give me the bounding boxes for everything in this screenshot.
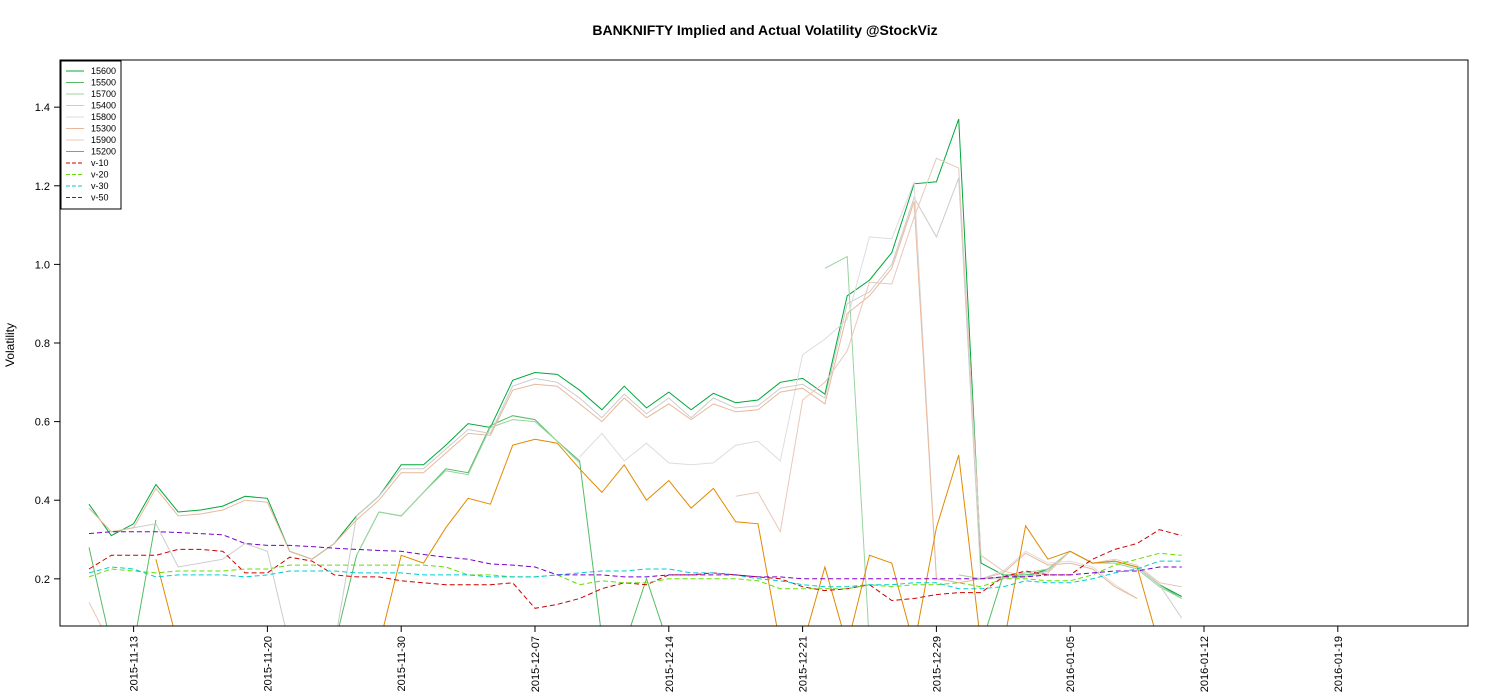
x-tick-label: 2015-12-07: [530, 636, 542, 692]
x-axis: 2015-11-13 2015-11-20 2015-11-30 2015-12-07…: [129, 626, 1345, 692]
y-tick-label: 0.6: [35, 417, 50, 429]
legend-label: 15800: [91, 112, 116, 122]
x-tick-label: 2015-12-29: [931, 636, 943, 692]
series-line-15200: [155, 559, 174, 626]
x-tick-label: 2016-01-19: [1333, 636, 1345, 692]
x-tick-label: 2016-01-05: [1065, 636, 1077, 692]
chart-title: BANKNIFTY Implied and Actual Volatility …: [592, 22, 938, 38]
series-15300: [88, 201, 1138, 599]
series-15800: [579, 181, 1138, 599]
x-tick-label: 2015-11-13: [129, 636, 141, 691]
y-tick-label: 1.4: [35, 102, 50, 114]
series-line-v-10: [88, 529, 1182, 609]
series-line-15200: [383, 438, 1155, 626]
legend-box: [60, 60, 122, 210]
x-tick-label: 2015-12-14: [664, 636, 676, 692]
series-line-15900: [735, 157, 1182, 588]
series-15600: [88, 118, 1182, 597]
series-15200: [155, 438, 1155, 626]
x-tick-label: 2015-11-20: [262, 636, 274, 691]
series-v-30: [88, 560, 1182, 590]
series-15400: [88, 177, 1183, 626]
series-line-v-20: [88, 552, 1182, 590]
legend-label: v-50: [91, 193, 109, 203]
x-tick-label: 2015-11-30: [396, 636, 408, 691]
series-v-10: [88, 529, 1182, 609]
series-v-50: [88, 531, 1182, 580]
series-line-15800: [579, 181, 1138, 599]
series-line-15400: [88, 177, 1183, 626]
series-line-15700: [356, 419, 580, 556]
legend-label: 15300: [91, 124, 116, 134]
y-axis: 0.2 0.4 0.6 0.8 1.0 1.2 1.4: [35, 102, 60, 586]
series-15900: [88, 157, 1182, 626]
x-tick-label: 2015-12-21: [798, 636, 810, 692]
legend-label: v-30: [91, 181, 109, 191]
plot-frame: [59, 59, 1469, 627]
y-tick-label: 1.0: [35, 259, 50, 271]
y-tick-label: 1.2: [35, 181, 50, 193]
series-v-20: [88, 552, 1182, 590]
legend-label: v-20: [91, 170, 109, 180]
y-tick-label: 0.4: [35, 495, 50, 507]
legend-label: 15600: [91, 66, 116, 76]
y-tick-label: 0.8: [35, 338, 50, 350]
series-line-15900: [88, 602, 102, 626]
legend-label: v-10: [91, 158, 109, 168]
series-line-v-50: [88, 531, 1182, 580]
legend-label: 15400: [91, 101, 116, 111]
series-line-15700: [824, 255, 869, 626]
legend-label: 15700: [91, 89, 116, 99]
y-tick-label: 0.2: [35, 574, 50, 586]
legend-label: 15200: [91, 147, 116, 157]
series-line-15500: [338, 415, 1182, 626]
series-line-v-30: [88, 560, 1182, 590]
series-line-15300: [88, 201, 1138, 599]
legend-label: 15900: [91, 135, 116, 145]
legend-label: 15500: [91, 78, 116, 88]
x-tick-label: 2016-01-12: [1199, 636, 1211, 692]
series-15500: [88, 415, 1182, 626]
series-layer: [88, 118, 1183, 626]
series-line-15600: [88, 118, 1182, 597]
series-line-15500: [88, 519, 157, 626]
